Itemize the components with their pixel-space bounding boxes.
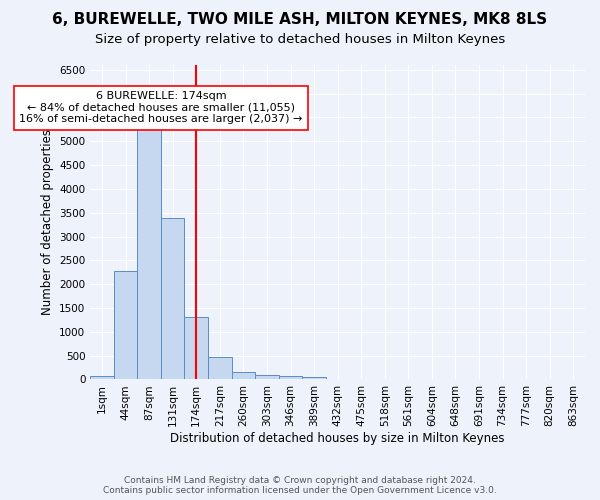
Bar xyxy=(232,372,255,380)
X-axis label: Distribution of detached houses by size in Milton Keynes: Distribution of detached houses by size … xyxy=(170,432,505,445)
Bar xyxy=(114,272,137,380)
Bar xyxy=(279,376,302,380)
Text: Size of property relative to detached houses in Milton Keynes: Size of property relative to detached ho… xyxy=(95,32,505,46)
Bar xyxy=(137,121,161,380)
Bar xyxy=(255,375,279,380)
Bar xyxy=(302,377,326,380)
Bar xyxy=(208,356,232,380)
Bar xyxy=(184,317,208,380)
Y-axis label: Number of detached properties: Number of detached properties xyxy=(41,129,53,315)
Bar xyxy=(161,218,184,380)
Bar xyxy=(90,376,114,380)
Text: 6, BUREWELLE, TWO MILE ASH, MILTON KEYNES, MK8 8LS: 6, BUREWELLE, TWO MILE ASH, MILTON KEYNE… xyxy=(52,12,548,28)
Text: 6 BUREWELLE: 174sqm
← 84% of detached houses are smaller (11,055)
16% of semi-de: 6 BUREWELLE: 174sqm ← 84% of detached ho… xyxy=(19,91,302,124)
Text: Contains HM Land Registry data © Crown copyright and database right 2024.
Contai: Contains HM Land Registry data © Crown c… xyxy=(103,476,497,495)
